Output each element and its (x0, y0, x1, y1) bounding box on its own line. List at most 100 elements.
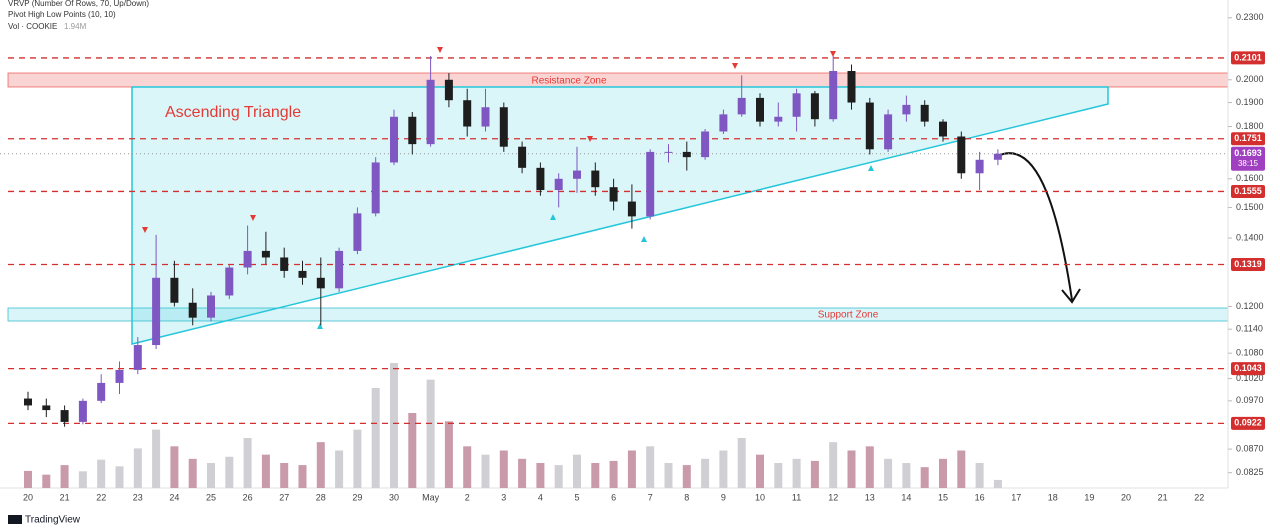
candle-body (664, 151, 673, 153)
candle-body (24, 398, 32, 406)
pivot-high (587, 136, 593, 142)
level-box (1231, 51, 1265, 65)
volume-bar (591, 463, 600, 488)
y-tick-label: 0.0870 (1236, 443, 1264, 453)
level-box (1231, 362, 1265, 376)
volume-bar (847, 450, 856, 488)
pivot-low (317, 323, 323, 329)
x-tick-label: 8 (684, 492, 689, 502)
candle-body (444, 79, 453, 101)
volume (24, 363, 1002, 488)
x-tick-label: 5 (574, 492, 579, 502)
indicator-label: Pivot High Low Points (10, 10) (8, 10, 116, 19)
volume-bar (774, 463, 783, 488)
level-box (1231, 132, 1265, 146)
y-tick-label: 0.1900 (1236, 97, 1264, 107)
x-tick-label: 30 (389, 492, 399, 502)
candle-body (701, 131, 710, 158)
x-tick-label: 29 (352, 492, 362, 502)
candle-body (829, 70, 838, 120)
level-label: 0.2101 (1234, 52, 1262, 62)
volume-bar (957, 450, 966, 488)
y-tick-label: 0.2300 (1236, 12, 1264, 22)
volume-bar (829, 442, 838, 488)
candle-body (939, 121, 947, 137)
candle-body (920, 104, 929, 122)
candle-body (353, 213, 362, 251)
arrow-head (1061, 288, 1081, 304)
x-tick-label: 9 (721, 492, 726, 502)
x-tick-label: 2 (465, 492, 470, 502)
volume-bar (810, 460, 819, 488)
volume-bar (719, 450, 728, 488)
candle-body (207, 295, 215, 318)
volume-bar (627, 450, 636, 488)
candle-body (957, 136, 966, 174)
last-price-label: 0.1693 (1234, 148, 1262, 158)
y-tick-label: 0.1500 (1236, 202, 1264, 212)
volume-bar (353, 429, 362, 488)
volume-bar (884, 458, 893, 488)
candle-body (463, 100, 472, 127)
volume-bar (499, 450, 508, 488)
x-tick-label: 28 (316, 492, 326, 502)
candle-body (97, 382, 106, 401)
volume-bar (408, 413, 417, 488)
candle-body (646, 151, 655, 217)
y-tick-label: 0.2000 (1236, 74, 1264, 84)
volume-bar (133, 448, 142, 488)
x-tick-label: 22 (96, 492, 106, 502)
volume-bar (463, 446, 472, 488)
volume-bar (993, 479, 1002, 488)
x-tick-label: 4 (538, 492, 543, 502)
volume-bar (115, 466, 124, 488)
x-tick-label: 6 (611, 492, 616, 502)
x-tick-label: 23 (133, 492, 143, 502)
x-tick-label: 20 (1121, 492, 1131, 502)
candle-body (682, 151, 691, 158)
level-box (1231, 416, 1265, 430)
candle-body (774, 116, 783, 122)
candle-body (225, 267, 234, 296)
candle-body (280, 257, 289, 271)
volume-bar (609, 460, 618, 488)
indicator-label: VRVP (Number Of Rows, 70, Up/Down) (8, 0, 149, 8)
x-tick-label: 3 (501, 492, 506, 502)
volume-bar (481, 454, 490, 488)
candle-body (719, 114, 728, 132)
volume-bar (42, 474, 51, 488)
candle-body (499, 107, 508, 147)
volume-bar (682, 465, 691, 488)
volume-bar (298, 465, 307, 488)
candle-body (536, 167, 545, 191)
x-tick-label: 24 (169, 492, 179, 502)
candle-body (243, 250, 252, 268)
candle-body (554, 178, 563, 191)
pivot-high (732, 63, 738, 69)
y-tick-label: 0.1200 (1236, 301, 1264, 311)
volume-bar (207, 463, 215, 488)
x-tick-label: 17 (1011, 492, 1021, 502)
pivot-markers (142, 47, 874, 329)
volume-bar (371, 388, 380, 488)
volume-bar (975, 463, 984, 488)
volume-bar (737, 438, 746, 488)
candle-body (737, 97, 746, 115)
volume-bar (939, 458, 947, 488)
volume-bar (573, 454, 581, 488)
candle-body (152, 277, 161, 346)
brand: TradingView (25, 515, 81, 526)
candle-body (993, 153, 1002, 160)
candle-body (60, 410, 69, 422)
volume-bar (426, 379, 435, 488)
pivot-high (830, 51, 836, 57)
candle-body (865, 102, 874, 150)
x-tick-label: 21 (1158, 492, 1168, 502)
y-tick-label: 0.0825 (1236, 467, 1264, 477)
pivot-high (142, 227, 148, 233)
y-tick-label: 0.1080 (1236, 348, 1264, 358)
x-tick-label: 15 (938, 492, 948, 502)
x-tick-label: 16 (975, 492, 985, 502)
level-label: 0.0922 (1234, 418, 1262, 428)
